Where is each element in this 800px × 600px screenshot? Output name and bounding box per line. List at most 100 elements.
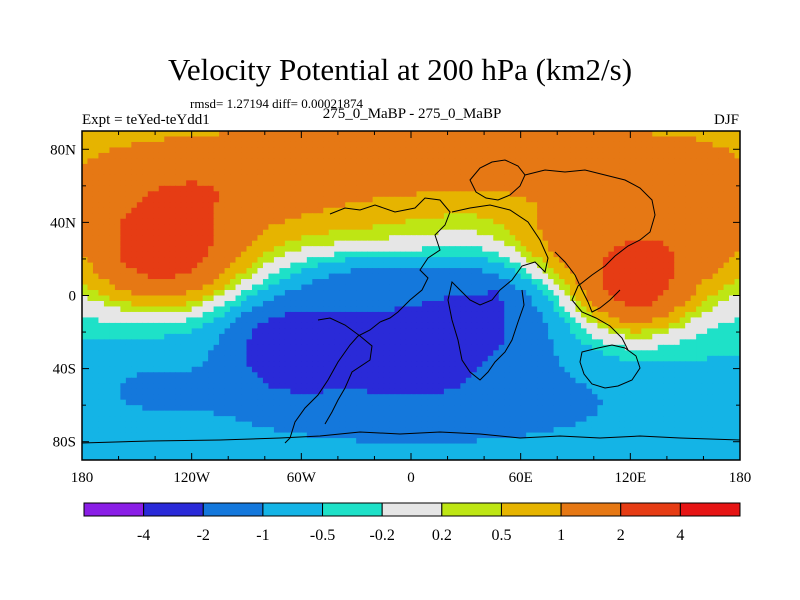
- field-cell: [493, 344, 500, 351]
- field-cell: [586, 295, 593, 302]
- field-cell: [471, 268, 478, 275]
- field-cell: [641, 339, 648, 346]
- field-cell: [663, 273, 670, 280]
- field-cell: [378, 141, 385, 149]
- field-cell: [520, 213, 527, 220]
- field-cell: [219, 141, 226, 149]
- field-cell: [679, 322, 686, 329]
- field-cell: [586, 180, 593, 187]
- field-cell: [235, 257, 242, 264]
- field-cell: [356, 311, 363, 319]
- field-cell: [597, 196, 604, 203]
- field-cell: [191, 218, 198, 225]
- field-cell: [624, 295, 631, 302]
- field-cell: [186, 328, 193, 335]
- field-cell: [262, 350, 270, 357]
- field-cell: [701, 328, 708, 335]
- field-cell: [191, 213, 198, 220]
- field-cell: [575, 163, 582, 170]
- field-cell: [498, 185, 505, 192]
- field-cell: [328, 224, 335, 231]
- field-cell: [230, 229, 237, 236]
- field-cell: [235, 174, 242, 181]
- field-cell: [526, 311, 533, 319]
- field-cell: [147, 141, 154, 149]
- field-cell: [575, 300, 582, 308]
- field-cell: [619, 185, 626, 192]
- field-cell: [186, 290, 193, 297]
- field-cell: [498, 240, 505, 247]
- field-cell: [685, 240, 692, 247]
- field-cell: [103, 218, 111, 225]
- field-cell: [591, 180, 599, 187]
- field-cell: [537, 202, 544, 209]
- field-cell: [235, 333, 242, 340]
- field-cell: [668, 306, 675, 313]
- field-cell: [668, 339, 675, 346]
- field-cell: [262, 317, 270, 324]
- field-cell: [136, 235, 143, 242]
- field-cell: [476, 163, 483, 170]
- field-cell: [668, 317, 675, 324]
- field-cell: [175, 213, 182, 220]
- field-cell: [367, 235, 374, 242]
- field-cell: [224, 328, 231, 335]
- field-cell: [323, 196, 330, 203]
- field-cell: [82, 344, 89, 351]
- field-cell: [328, 185, 335, 192]
- field-cell: [197, 279, 204, 286]
- field-cell: [389, 251, 396, 258]
- field-cell: [498, 344, 505, 351]
- field-cell: [92, 344, 100, 351]
- field-cell: [114, 355, 121, 362]
- field-cell: [279, 180, 286, 187]
- field-cell: [476, 207, 483, 214]
- field-cell: [449, 339, 456, 346]
- field-cell: [356, 328, 363, 335]
- field-cell: [548, 273, 555, 280]
- field-cell: [164, 191, 171, 198]
- field-cell: [158, 218, 165, 225]
- field-cell: [356, 141, 363, 149]
- field-cell: [186, 141, 193, 149]
- field-cell: [701, 224, 708, 231]
- field-cell: [701, 191, 708, 198]
- field-cell: [273, 290, 280, 297]
- field-cell: [734, 147, 740, 154]
- field-cell: [504, 147, 511, 154]
- field-cell: [372, 185, 379, 192]
- field-cell: [421, 202, 429, 209]
- field-cell: [498, 257, 505, 264]
- field-cell: [262, 136, 270, 143]
- field-cell: [180, 218, 187, 225]
- field-cell: [734, 284, 740, 291]
- field-cell: [718, 273, 725, 280]
- field-cell: [339, 191, 346, 198]
- field-cell: [367, 224, 374, 231]
- field-cell: [559, 202, 566, 209]
- field-cell: [295, 279, 302, 286]
- field-cell: [635, 344, 642, 351]
- field-cell: [416, 240, 423, 247]
- field-cell: [591, 141, 599, 149]
- field-cell: [690, 246, 697, 253]
- field-cell: [241, 229, 248, 236]
- field-cell: [257, 257, 264, 264]
- field-cell: [361, 279, 368, 286]
- field-cell: [180, 207, 187, 214]
- field-cell: [602, 158, 609, 165]
- field-cell: [164, 333, 171, 340]
- field-cell: [219, 322, 226, 329]
- field-cell: [635, 229, 642, 236]
- field-cell: [235, 339, 242, 346]
- field-cell: [400, 290, 407, 297]
- field-cell: [323, 169, 330, 176]
- field-cell: [548, 322, 555, 329]
- field-cell: [674, 290, 681, 297]
- field-cell: [169, 152, 176, 160]
- field-cell: [493, 251, 500, 258]
- field-cell: [180, 355, 187, 362]
- field-cell: [224, 295, 231, 302]
- field-cell: [131, 262, 138, 269]
- field-cell: [87, 191, 94, 198]
